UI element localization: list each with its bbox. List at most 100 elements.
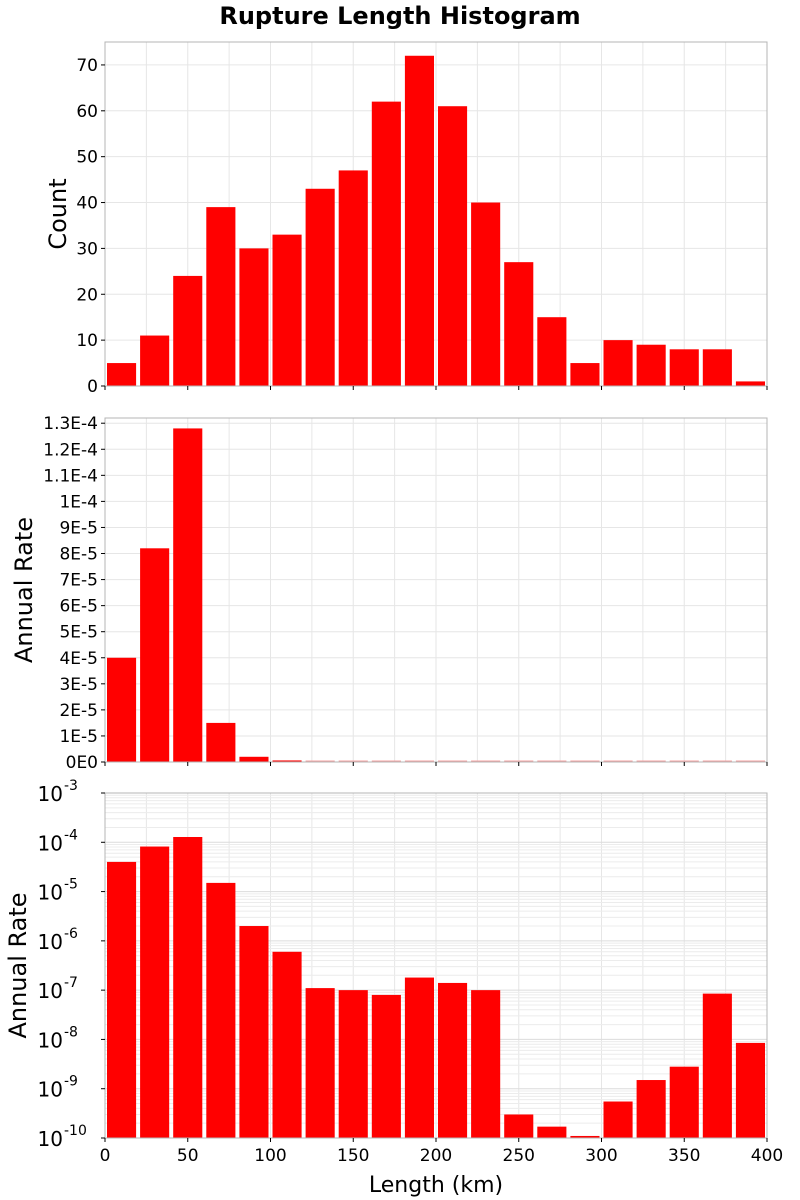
y-tick-label: 0E0 [66,753,98,773]
histogram-bar [603,760,633,762]
histogram-bar [603,340,633,386]
y-tick-label: 4E-5 [59,649,98,669]
y-tick-exponent: -7 [64,975,78,991]
y-tick-label: 10 [76,331,98,351]
x-tick-label: 100 [254,1146,286,1166]
histogram-bar [140,548,170,762]
x-tick-label: 350 [668,1146,700,1166]
histogram-bar [140,846,170,1138]
chart-title: Rupture Length Histogram [219,2,581,30]
histogram-bar [338,760,368,762]
histogram-bar [669,349,699,386]
histogram-bar [206,882,236,1138]
y-tick-label: 10 [38,979,63,1003]
histogram-bar [206,722,236,762]
x-tick-label: 250 [503,1146,535,1166]
y-tick-label: 2E-5 [59,701,98,721]
histogram-bar [371,101,401,387]
y-tick-label: 1.3E-4 [43,414,98,434]
y-axis-label: Annual Rate [10,517,38,663]
histogram-bar [338,170,368,386]
x-tick-label: 150 [337,1146,369,1166]
histogram-bar [636,344,666,386]
y-tick-exponent: -5 [64,877,78,893]
y-axis-label: Count [44,178,72,249]
histogram-bar [338,990,368,1138]
histogram-bar [669,760,699,762]
x-axis-label: Length (km) [369,1173,503,1198]
y-tick-exponent: -10 [64,1123,87,1139]
histogram-bar [537,760,567,762]
y-tick-label: 30 [76,239,98,259]
histogram-bar [735,760,765,762]
histogram-bar [371,760,401,762]
y-tick-label: 10 [38,930,63,954]
y-tick-label: 5E-5 [59,623,98,643]
histogram-bar [636,1080,666,1138]
histogram-bar [471,202,501,386]
histogram-bar [239,756,269,762]
histogram-bar [239,248,269,386]
x-tick-label: 200 [420,1146,452,1166]
histogram-bar [404,760,434,762]
histogram-bar [305,760,335,762]
y-tick-label: 70 [76,56,98,76]
y-tick-label: 7E-5 [59,571,98,591]
y-tick-exponent: -8 [64,1024,78,1040]
histogram-bar [173,428,203,762]
histogram-bar [702,349,732,386]
histogram-bar [702,760,732,762]
histogram-bar [404,55,434,386]
histogram-bar [404,977,434,1138]
histogram-bar [272,234,302,386]
histogram-bar [570,363,600,386]
histogram-bar [272,951,302,1138]
y-tick-label: 0 [87,377,98,397]
histogram-bar [537,317,567,386]
y-tick-label: 10 [38,1127,63,1151]
y-tick-exponent: -6 [64,926,78,942]
y-tick-label: 10 [38,881,63,905]
y-tick-label: 50 [76,148,98,168]
histogram-bar [140,335,170,386]
y-tick-label: 20 [76,285,98,305]
histogram-bar [305,188,335,386]
y-tick-label: 1E-5 [59,727,98,747]
y-tick-label: 40 [76,194,98,214]
histogram-bar [504,262,534,386]
y-tick-exponent: -9 [64,1074,78,1090]
x-tick-label: 400 [751,1146,783,1166]
histogram-bar [173,837,203,1138]
histogram-bar [735,1042,765,1138]
histogram-bar [239,926,269,1138]
y-tick-label: 6E-5 [59,597,98,617]
histogram-bar [107,657,137,762]
histogram-bar [272,760,302,762]
histogram-bar [206,207,236,386]
histogram-bar [173,275,203,386]
histogram-bar [735,381,765,386]
histogram-bar [471,990,501,1138]
y-tick-label: 10 [38,831,63,855]
x-tick-label: 0 [100,1146,111,1166]
y-tick-label: 60 [76,102,98,122]
y-tick-label: 1.2E-4 [43,440,98,460]
x-tick-label: 300 [585,1146,617,1166]
y-tick-exponent: -3 [64,778,78,794]
histogram-bar [371,994,401,1138]
histogram-bar [504,1114,534,1138]
y-tick-label: 10 [38,1078,63,1102]
y-tick-label: 8E-5 [59,545,98,565]
histogram-bar [438,106,468,387]
histogram-bar [636,760,666,762]
histogram-bar [669,1066,699,1138]
y-axis-label: Annual Rate [4,892,32,1038]
y-tick-label: 3E-5 [59,675,98,695]
y-tick-exponent: -4 [64,827,78,843]
histogram-bar [107,861,137,1138]
histogram-bar [438,760,468,762]
histogram-bar [504,760,534,762]
histogram-bar [603,1101,633,1138]
histogram-bar [107,363,137,386]
